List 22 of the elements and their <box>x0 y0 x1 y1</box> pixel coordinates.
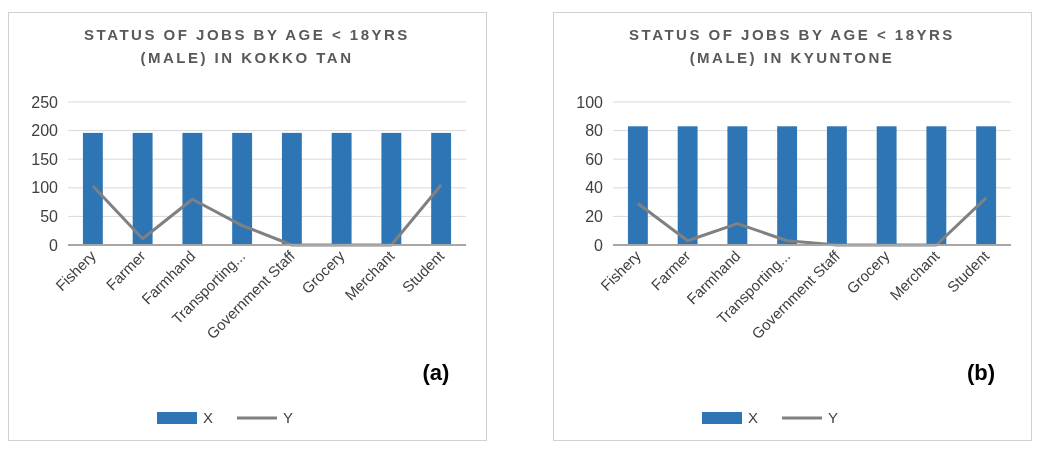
chart-title: STATUS OF JOBS BY AGE < 18YRS (MALE) IN KOKKO TAN <box>84 26 410 66</box>
y-tick-label: 80 <box>585 122 604 140</box>
y-tick-label: 250 <box>31 93 59 111</box>
text: (b) <box>966 360 996 385</box>
y-tick-label: 0 <box>594 236 604 254</box>
legend-label: X <box>748 409 759 427</box>
line-series <box>91 183 443 247</box>
y-tick-label: 200 <box>31 122 59 140</box>
y-tick-label: 50 <box>40 208 59 225</box>
y-tick-label: 20 <box>585 208 604 225</box>
legend-label: Y <box>828 409 839 427</box>
y-tick-label: 40 <box>585 179 604 197</box>
text: (a) <box>422 360 450 385</box>
y-tick-label: 100 <box>576 93 604 111</box>
legend-label: X <box>203 409 214 427</box>
y-tick-label: 100 <box>31 179 59 197</box>
line-series <box>636 196 988 247</box>
y-tick-label: 0 <box>49 236 59 254</box>
y-tick-label: 150 <box>31 150 59 168</box>
y-tick-label: 60 <box>585 150 604 168</box>
legend-label: Y <box>283 409 294 427</box>
chart-title: STATUS OF JOBS BY AGE < 18YRS (MALE) IN KYUNTONE <box>629 26 955 66</box>
